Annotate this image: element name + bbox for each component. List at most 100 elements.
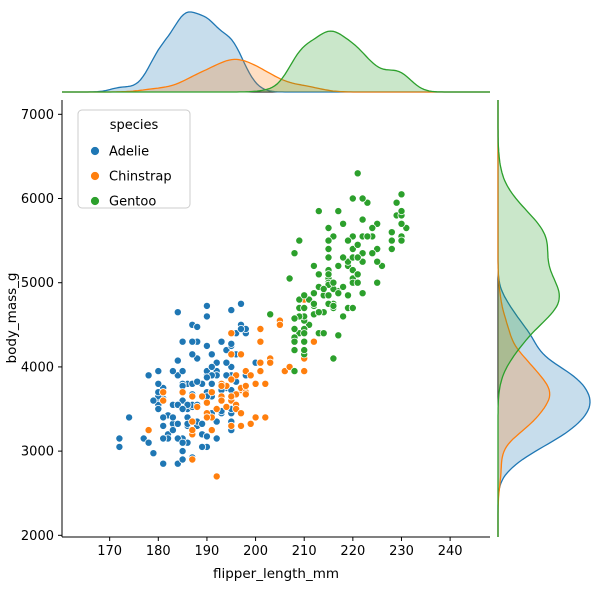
legend-label-chinstrap: Chinstrap xyxy=(109,170,172,185)
x-tick-label: 170 xyxy=(97,544,122,559)
scatter-point xyxy=(198,442,207,451)
scatter-point xyxy=(290,314,299,323)
scatter-point xyxy=(300,346,309,355)
y-tick-label: 3000 xyxy=(21,445,54,460)
x-tick-label: 230 xyxy=(389,544,414,559)
scatter-point xyxy=(314,270,323,279)
scatter-point xyxy=(168,413,177,422)
scatter-point xyxy=(251,379,260,388)
scatter-point xyxy=(178,388,187,397)
scatter-point xyxy=(207,362,216,371)
scatter-point xyxy=(363,232,372,241)
scatter-point xyxy=(339,312,348,321)
scatter-point xyxy=(387,236,396,245)
scatter-point xyxy=(329,354,338,363)
legend-label-gentoo: Gentoo xyxy=(109,195,156,210)
scatter-point xyxy=(222,358,231,367)
scatter-point xyxy=(236,324,245,333)
kde-right-fill-chinstrap xyxy=(498,100,550,537)
scatter-point xyxy=(392,198,401,207)
scatter-point xyxy=(387,244,396,253)
scatter-point xyxy=(173,308,182,317)
scatter-point xyxy=(300,329,309,338)
scatter-point xyxy=(193,402,202,411)
y-tick-label: 5000 xyxy=(21,276,54,291)
x-tick-label: 180 xyxy=(146,544,171,559)
scatter-point xyxy=(207,379,216,388)
scatter-point xyxy=(198,392,207,401)
scatter-point xyxy=(178,367,187,376)
scatter-point xyxy=(125,413,134,422)
scatter-point xyxy=(261,413,270,422)
scatter-point xyxy=(256,324,265,333)
scatter-point xyxy=(353,278,362,287)
scatter-point xyxy=(329,301,338,310)
scatter-point xyxy=(358,215,367,224)
scatter-point xyxy=(309,337,318,346)
scatter-point xyxy=(300,367,309,376)
scatter-series-gentoo xyxy=(266,169,411,376)
x-tick-label: 240 xyxy=(438,544,463,559)
scatter-point xyxy=(188,426,197,435)
scatter-point xyxy=(207,350,216,359)
scatter-point xyxy=(324,253,333,262)
scatter-point xyxy=(324,291,333,300)
scatter-point xyxy=(373,257,382,266)
legend-marker-chinstrap xyxy=(90,171,100,181)
scatter-point xyxy=(324,270,333,279)
kde-top-fill-adelie xyxy=(62,12,490,92)
scatter-point xyxy=(236,421,245,430)
scatter-point xyxy=(348,303,357,312)
scatter-point xyxy=(178,404,187,413)
scatter-point xyxy=(149,396,158,405)
kde-top-line-chinstrap xyxy=(62,58,490,93)
scatter-point xyxy=(168,426,177,435)
scatter-point xyxy=(178,447,187,456)
scatter-point xyxy=(227,392,236,401)
kde-top-line-gentoo xyxy=(62,30,490,93)
scatter-point xyxy=(178,455,187,464)
scatter-point xyxy=(397,219,406,228)
scatter-point xyxy=(339,219,348,228)
scatter-point xyxy=(334,261,343,270)
scatter-point xyxy=(144,438,153,447)
scatter-point xyxy=(188,417,197,426)
scatter-point xyxy=(227,375,236,384)
scatter-point xyxy=(256,367,265,376)
scatter-point xyxy=(324,223,333,232)
scatter-point xyxy=(353,253,362,262)
scatter-point xyxy=(227,421,236,430)
scatter-point xyxy=(227,339,236,348)
x-tick-label: 190 xyxy=(195,544,220,559)
scatter-point xyxy=(154,404,163,413)
scatter-point xyxy=(202,341,211,350)
scatter-point xyxy=(202,432,211,441)
scatter-point xyxy=(358,289,367,298)
scatter-point xyxy=(227,306,236,315)
scatter-point xyxy=(290,337,299,346)
scatter-point xyxy=(290,346,299,355)
scatter-point xyxy=(295,236,304,245)
legend-box xyxy=(77,109,191,209)
scatter-point xyxy=(227,350,236,359)
scatter-point xyxy=(353,169,362,178)
scatter-point xyxy=(373,278,382,287)
scatter-point xyxy=(290,367,299,376)
scatter-point xyxy=(154,379,163,388)
legend-label-adelie: Adelie xyxy=(109,145,149,160)
kde-right-line-gentoo xyxy=(497,100,560,537)
scatter-point xyxy=(207,426,216,435)
legend-title: species xyxy=(110,118,159,133)
scatter-point xyxy=(236,299,245,308)
scatter-point xyxy=(217,396,226,405)
scatter-point xyxy=(236,409,245,418)
scatter-point xyxy=(188,337,197,346)
scatter-point xyxy=(358,194,367,203)
scatter-point xyxy=(397,207,406,216)
kde-right-line-chinstrap xyxy=(497,100,551,537)
scatter-point xyxy=(217,381,226,390)
x-tick-label: 200 xyxy=(243,544,268,559)
scatter-point xyxy=(227,329,236,338)
scatter-point xyxy=(159,413,168,422)
